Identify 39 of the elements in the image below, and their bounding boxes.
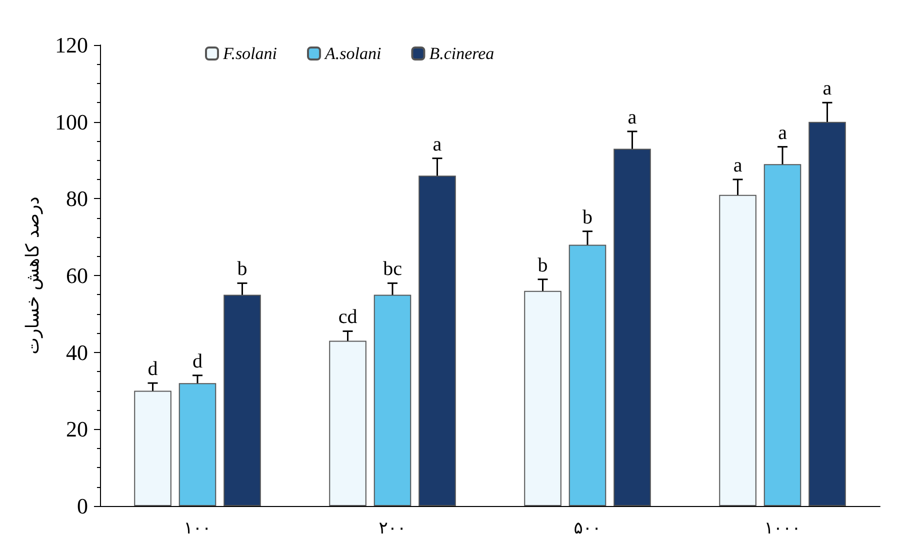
y-tick-label: 20: [66, 416, 88, 442]
annotation: a: [733, 154, 742, 176]
annotation: b: [538, 254, 548, 276]
y-tick-label: 120: [55, 32, 88, 58]
annotation: cd: [338, 306, 358, 328]
bar: [524, 290, 562, 506]
legend-label: F.solani: [222, 44, 278, 63]
bar: [374, 294, 412, 506]
y-axis-title: درصد کاهش خسارت: [22, 196, 44, 354]
annotation: bc: [383, 258, 402, 280]
annotation: a: [778, 122, 788, 144]
bar: [418, 176, 456, 506]
bar: [568, 244, 606, 506]
bar: [134, 390, 172, 506]
legend-label: B.cinerea: [429, 44, 494, 63]
annotation: b: [582, 206, 592, 228]
y-tick-label: 0: [77, 494, 88, 518]
annotation: a: [432, 133, 442, 156]
bar: [224, 294, 261, 506]
x-tick-label: ۵۰۰: [574, 518, 602, 538]
y-tick-label: 100: [55, 109, 88, 134]
x-tick-label: ۲۰۰: [378, 518, 406, 538]
bar: [614, 148, 651, 506]
x-tick-label: ۱۰۰: [184, 518, 212, 538]
annotation: b: [237, 258, 248, 280]
legend-label: A.solani: [324, 44, 382, 63]
bar: [329, 340, 366, 506]
y-tick-label: 60: [66, 263, 88, 288]
x-tick-label: ۱۰۰۰: [764, 518, 801, 538]
bar: [719, 194, 756, 506]
annotation: a: [628, 106, 637, 128]
bar: [178, 383, 216, 506]
annotation: a: [822, 78, 832, 100]
annotation: d: [192, 350, 202, 372]
y-tick-label: 80: [66, 186, 88, 212]
bar: [808, 122, 846, 506]
annotation: d: [148, 358, 158, 380]
y-tick-label: 40: [66, 340, 88, 365]
bar: [764, 164, 802, 506]
